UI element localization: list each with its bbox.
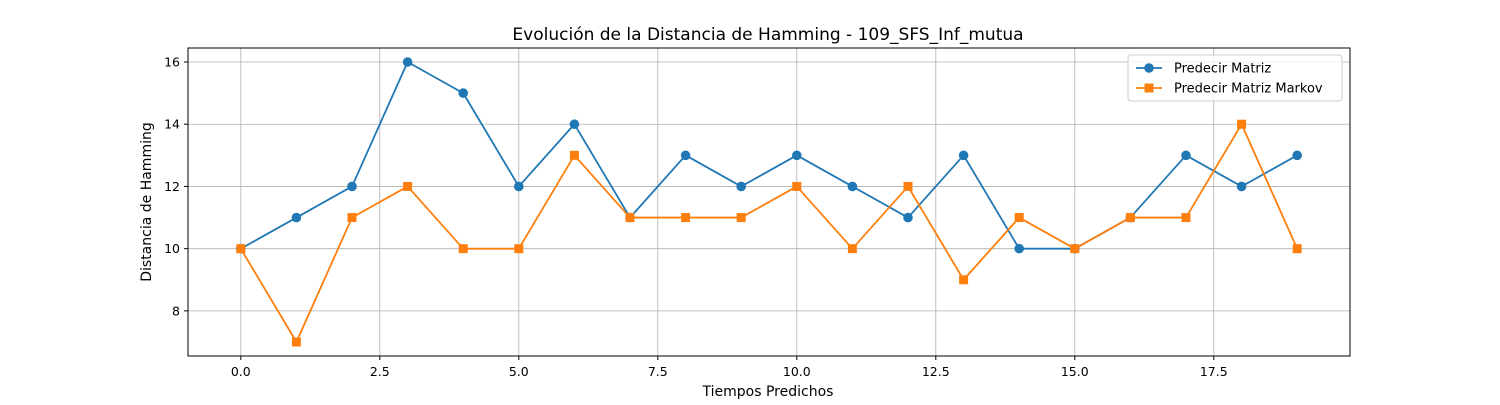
series-line: [240, 123, 1299, 343]
data-point: [236, 244, 246, 254]
data-point: [1181, 150, 1191, 161]
legend: Predecir Matriz Predecir Matriz Markov: [1127, 54, 1343, 102]
series-2: [236, 119, 1302, 347]
x-axis-ticks: 0.0 2.5 5.0 7.5 10.0 12.5 15.0 17.5: [231, 356, 1228, 379]
legend-label: Predecir Matriz: [1174, 62, 1271, 77]
data-point: [403, 181, 413, 191]
x-tick-label: 2.5: [370, 364, 390, 379]
data-point: [791, 150, 802, 161]
data-point: [959, 275, 969, 285]
data-point: [625, 213, 635, 223]
x-tick-label: 7.5: [648, 364, 668, 379]
data-point: [458, 244, 468, 254]
x-tick-label: 12.5: [922, 364, 950, 379]
x-tick-label: 5.0: [509, 364, 529, 379]
data-point: [291, 212, 302, 223]
legend-item: Predecir Matriz Markov: [1136, 82, 1323, 97]
data-point: [736, 181, 747, 192]
data-point: [569, 119, 580, 130]
data-point: [903, 181, 913, 191]
data-point: [958, 150, 969, 161]
data-point: [1181, 213, 1191, 223]
y-tick-label: 16: [164, 55, 180, 70]
data-point: [1070, 244, 1080, 254]
y-tick-label: 14: [164, 117, 180, 132]
data-point: [903, 212, 913, 223]
y-tick-label: 10: [164, 241, 180, 256]
legend-marker: [1144, 83, 1154, 93]
data-point: [1014, 243, 1024, 254]
y-axis-ticks: 8 10 12 14 16: [164, 55, 188, 318]
series-group: [236, 57, 1302, 347]
data-point: [347, 213, 357, 223]
plot-frame: [187, 47, 1351, 357]
data-point: [847, 244, 857, 254]
data-point: [736, 213, 746, 223]
data-point: [291, 337, 301, 347]
data-point: [402, 57, 413, 67]
legend-item: Predecir Matriz: [1136, 62, 1271, 77]
data-point: [680, 150, 691, 161]
x-tick-label: 17.5: [1200, 364, 1228, 379]
data-point: [847, 181, 858, 192]
data-point: [1125, 213, 1135, 223]
data-point: [514, 244, 524, 254]
x-axis-label: Tiempos Predichos: [702, 384, 834, 400]
data-point: [514, 181, 524, 192]
data-point: [1237, 119, 1247, 129]
data-point: [1236, 181, 1247, 192]
legend-marker: [1144, 63, 1154, 73]
y-axis-label: Distancia de Hamming: [139, 122, 155, 282]
data-point: [458, 88, 469, 98]
data-point: [792, 181, 802, 191]
x-tick-label: 0.0: [231, 364, 251, 379]
x-tick-label: 10.0: [783, 364, 811, 379]
chart-title: Evolución de la Distancia de Hamming - 1…: [512, 25, 1023, 45]
y-tick-label: 8: [172, 303, 180, 318]
data-point: [1292, 244, 1302, 254]
data-point: [1292, 150, 1302, 161]
data-point: [569, 150, 579, 160]
data-point: [681, 213, 691, 223]
legend-box: [1127, 54, 1343, 102]
legend-label: Predecir Matriz Markov: [1174, 82, 1323, 97]
data-point: [347, 181, 357, 192]
y-tick-label: 12: [164, 179, 180, 194]
data-point: [1014, 213, 1024, 223]
x-tick-label: 15.0: [1061, 364, 1089, 379]
